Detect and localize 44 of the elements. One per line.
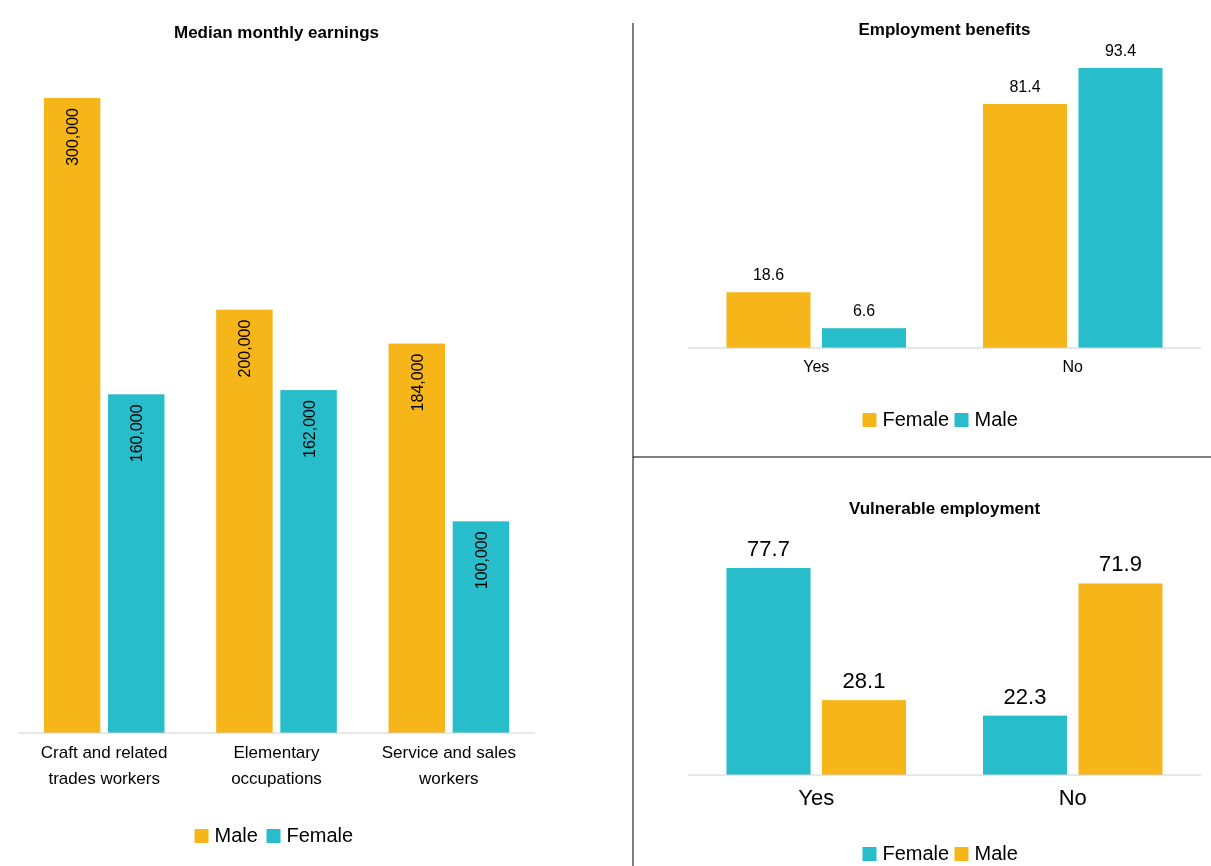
legend-label: Female: [882, 842, 950, 864]
x-tick-label: Yes: [803, 358, 830, 375]
chart-title: Median monthly earnings: [174, 23, 379, 42]
data-label: 200,000: [236, 319, 254, 378]
bar: [982, 103, 1068, 348]
data-label: 81.4: [1009, 77, 1041, 95]
chart-title: Employment benefits: [858, 20, 1031, 39]
legend-label: Male: [974, 842, 1018, 864]
data-label: 77.7: [747, 536, 790, 561]
data-label: 93.4: [1104, 42, 1137, 59]
x-tick-label: Craft and related trades workers: [40, 743, 168, 788]
x-tick-label: No: [1058, 785, 1087, 810]
bar: [1078, 583, 1163, 775]
data-label: 28.1: [842, 668, 886, 694]
bar: [726, 568, 811, 775]
data-label: 160,000: [128, 404, 146, 463]
bar: [43, 98, 101, 733]
legend-label: Female: [286, 824, 354, 846]
data-label: 71.9: [1099, 551, 1142, 577]
data-label: 162,000: [300, 400, 318, 458]
legend-label: Female: [882, 408, 950, 430]
bar: [388, 343, 445, 733]
bar: [216, 309, 273, 733]
bar: [726, 292, 811, 348]
data-label: 184,000: [408, 353, 426, 412]
legend-label: Male: [214, 824, 258, 846]
data-label: 22.3: [1003, 683, 1047, 709]
x-tick-label: Elementary occupations: [231, 743, 322, 788]
x-tick-label: Yes: [798, 785, 835, 810]
bar: [108, 394, 165, 733]
legend-label: Male: [974, 408, 1018, 430]
chart-title: Vulnerable employment: [848, 499, 1041, 518]
data-label: 6.6: [852, 302, 876, 320]
bar: [452, 521, 510, 733]
bar: [821, 328, 907, 348]
data-label: 100,000: [472, 531, 490, 590]
x-tick-label: Service and sales workers: [381, 743, 516, 788]
bar: [982, 715, 1068, 775]
bar: [1078, 68, 1163, 348]
bar: [821, 700, 907, 775]
data-label: 300,000: [64, 107, 82, 166]
bar: [280, 390, 337, 733]
x-tick-label: No: [1062, 358, 1084, 375]
data-label: 18.6: [752, 266, 785, 284]
